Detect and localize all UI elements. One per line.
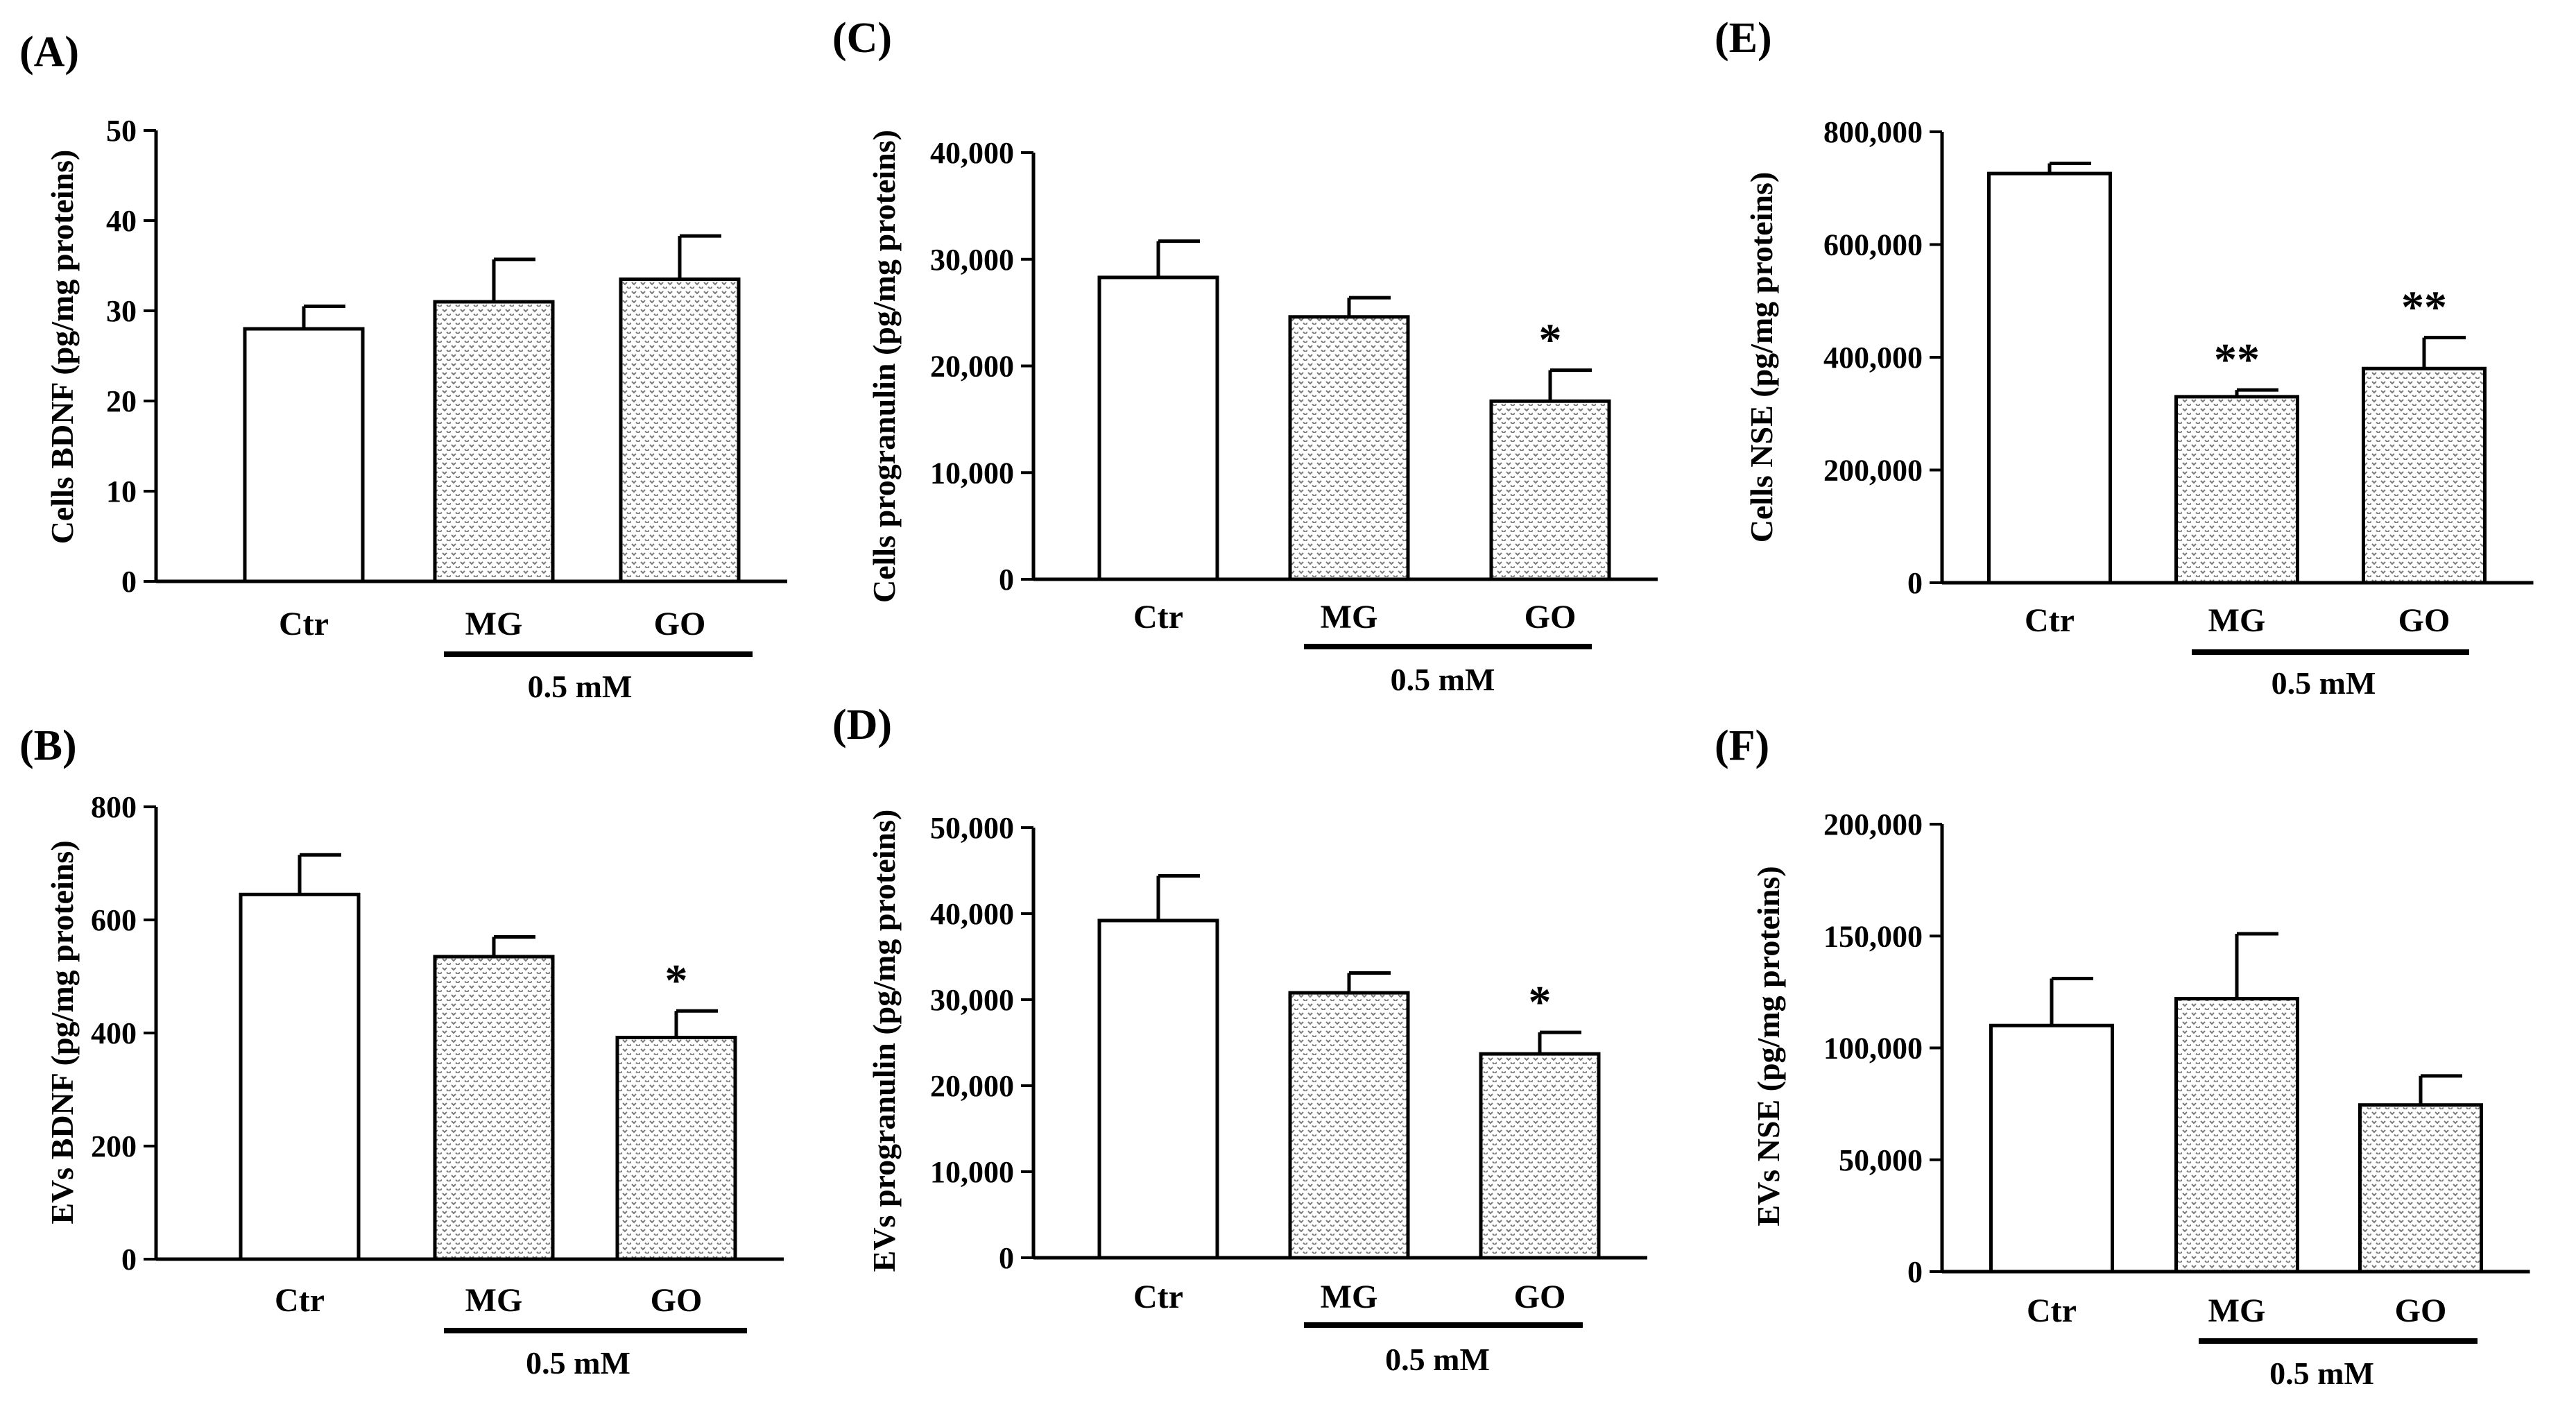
panel-c: (C) Cells progranulin (pg/mg proteins) 0 10…	[832, 15, 1658, 697]
panel-e: (E) Cells NSE (pg/mg proteins) 0 200,000 400…	[1715, 15, 2534, 701]
x-tick-label-a-ctr: Ctr	[279, 606, 329, 642]
y-tick-label-f: 200,000	[1823, 808, 1923, 842]
x-tick-label-e-mg: MG	[2208, 602, 2266, 639]
bar-f-mg	[2174, 997, 2299, 1274]
y-tick-label-a: 20	[106, 384, 137, 418]
bar-f-go	[2358, 1103, 2483, 1274]
panel-label-e: (E)	[1715, 15, 1772, 62]
y-tick-label-d: 50,000	[930, 811, 1014, 845]
panel-d: (D) EVs progranulin (pg/mg proteins) 0 10,0…	[832, 701, 1647, 1377]
y-tick-label-e: 0	[1907, 566, 1923, 600]
dose-group-label-a: 0.5 mM	[528, 669, 633, 704]
y-tick-label-a: 40	[106, 204, 137, 238]
bar-a-mg	[433, 300, 555, 583]
x-tick-label-c-mg: MG	[1321, 599, 1378, 635]
y-tick-label-c: 10,000	[930, 456, 1014, 490]
dose-group-label-e: 0.5 mM	[2272, 665, 2376, 701]
panel-label-c: (C)	[832, 15, 892, 62]
y-tick-label-d: 0	[999, 1241, 1014, 1275]
panel-label-b: (B)	[19, 722, 77, 769]
y-tick-label-a: 10	[106, 475, 137, 509]
y-tick-label-d: 30,000	[930, 983, 1014, 1017]
significance-e-go: **	[2401, 282, 2447, 333]
x-tick-label-c-ctr: Ctr	[1133, 599, 1183, 635]
x-tick-label-b-go: GO	[651, 1282, 703, 1319]
x-tick-label-e-ctr: Ctr	[2025, 602, 2075, 639]
bar-c-mg	[1288, 315, 1410, 581]
bar-e-go	[2362, 366, 2487, 585]
y-tick-label-f: 50,000	[1839, 1143, 1923, 1177]
y-tick-label-a: 50	[106, 114, 137, 148]
y-tick-label-e: 800,000	[1823, 115, 1923, 149]
x-tick-label-f-ctr: Ctr	[2027, 1292, 2077, 1329]
x-tick-label-b-mg: MG	[465, 1282, 523, 1319]
y-axis-label-e: Cells NSE (pg/mg proteins)	[1744, 172, 1779, 543]
panel-label-f: (F)	[1715, 722, 1769, 769]
y-tick-label-d: 10,000	[930, 1155, 1014, 1189]
bar-c-ctr	[1097, 275, 1219, 581]
x-tick-label-f-mg: MG	[2208, 1292, 2266, 1329]
panel-b: (B) EVs BDNF (pg/mg proteins) 0 200 400 600 80…	[19, 722, 784, 1381]
bar-b-ctr	[239, 892, 361, 1261]
bar-b-go	[615, 1036, 737, 1261]
dose-group-label-b: 0.5 mM	[526, 1345, 630, 1381]
significance-e-mg: **	[2214, 334, 2260, 385]
bar-a-ctr	[243, 327, 365, 583]
y-tick-label-f: 150,000	[1823, 919, 1923, 953]
y-tick-label-e: 200,000	[1823, 454, 1923, 488]
y-axis-label-b: EVs BDNF (pg/mg proteins)	[44, 840, 80, 1224]
y-axis-label-c: Cells progranulin (pg/mg proteins)	[866, 130, 902, 603]
y-tick-label-c: 0	[999, 563, 1014, 597]
bar-e-ctr	[1987, 171, 2112, 585]
y-tick-label-f: 0	[1907, 1255, 1923, 1289]
significance-c-go: *	[1539, 315, 1562, 366]
panel-label-d: (D)	[832, 701, 892, 749]
y-axis-label-a: Cells BDNF (pg/mg proteins)	[44, 150, 80, 545]
significance-d-go: *	[1529, 977, 1552, 1027]
y-tick-label-b: 800	[91, 790, 137, 824]
bar-c-go	[1489, 399, 1611, 581]
dose-group-label-d: 0.5 mM	[1385, 1342, 1490, 1377]
bar-b-mg	[433, 955, 555, 1261]
x-tick-label-f-go: GO	[2395, 1292, 2447, 1329]
x-tick-label-a-go: GO	[654, 606, 706, 642]
dose-group-label-c: 0.5 mM	[1391, 662, 1495, 697]
panel-label-a: (A)	[19, 28, 79, 76]
y-axis-label-f: EVs NSE (pg/mg proteins)	[1751, 866, 1786, 1226]
x-tick-label-b-ctr: Ctr	[275, 1282, 325, 1319]
bar-d-go	[1479, 1052, 1601, 1260]
dose-group-label-f: 0.5 mM	[2269, 1356, 2374, 1391]
y-tick-label-a: 0	[121, 565, 137, 599]
y-tick-label-f: 100,000	[1823, 1032, 1923, 1066]
x-tick-label-d-mg: MG	[1321, 1279, 1378, 1315]
y-tick-label-b: 400	[91, 1016, 137, 1050]
bar-a-go	[619, 277, 741, 583]
y-tick-label-d: 20,000	[930, 1069, 1014, 1103]
y-tick-label-d: 40,000	[930, 897, 1014, 931]
y-tick-label-c: 40,000	[930, 136, 1014, 170]
x-tick-label-a-mg: MG	[465, 606, 523, 642]
bar-f-ctr	[1989, 1023, 2114, 1274]
x-tick-label-e-go: GO	[2398, 602, 2450, 639]
y-tick-label-e: 600,000	[1823, 228, 1923, 262]
y-tick-label-b: 200	[91, 1129, 137, 1163]
panel-f: (F) EVs NSE (pg/mg proteins) 0 50,000 100,00…	[1715, 722, 2530, 1391]
bar-d-mg	[1288, 991, 1410, 1260]
y-tick-label-b: 0	[121, 1243, 137, 1276]
bar-e-mg	[2174, 395, 2299, 585]
y-tick-label-a: 30	[106, 294, 137, 328]
y-tick-label-b: 600	[91, 903, 137, 937]
y-axis-label-d: EVs progranulin (pg/mg proteins)	[866, 810, 902, 1272]
y-tick-label-c: 30,000	[930, 243, 1014, 277]
bar-d-ctr	[1097, 919, 1219, 1260]
x-tick-label-d-ctr: Ctr	[1133, 1279, 1183, 1315]
x-tick-label-c-go: GO	[1525, 599, 1577, 635]
x-tick-label-d-go: GO	[1514, 1279, 1566, 1315]
significance-b-go: *	[665, 955, 688, 1006]
y-tick-label-c: 20,000	[930, 350, 1014, 384]
panel-a: (A) Cells BDNF (pg/mg proteins) 0 10 20 30 40 5…	[19, 28, 787, 704]
y-tick-label-e: 400,000	[1823, 341, 1923, 375]
